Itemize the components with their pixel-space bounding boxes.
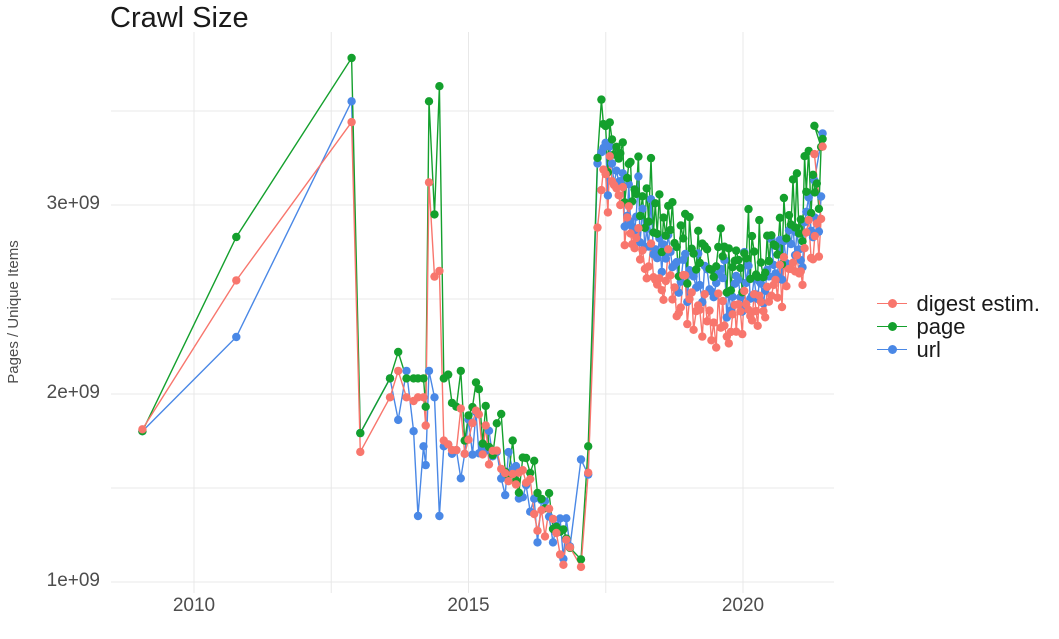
svg-text:1e+09: 1e+09	[47, 570, 100, 591]
svg-text:2010: 2010	[173, 595, 215, 616]
svg-text:2e+09: 2e+09	[47, 382, 100, 403]
svg-text:2015: 2015	[447, 595, 489, 616]
svg-text:2020: 2020	[722, 595, 764, 616]
svg-text:3e+09: 3e+09	[47, 193, 100, 214]
